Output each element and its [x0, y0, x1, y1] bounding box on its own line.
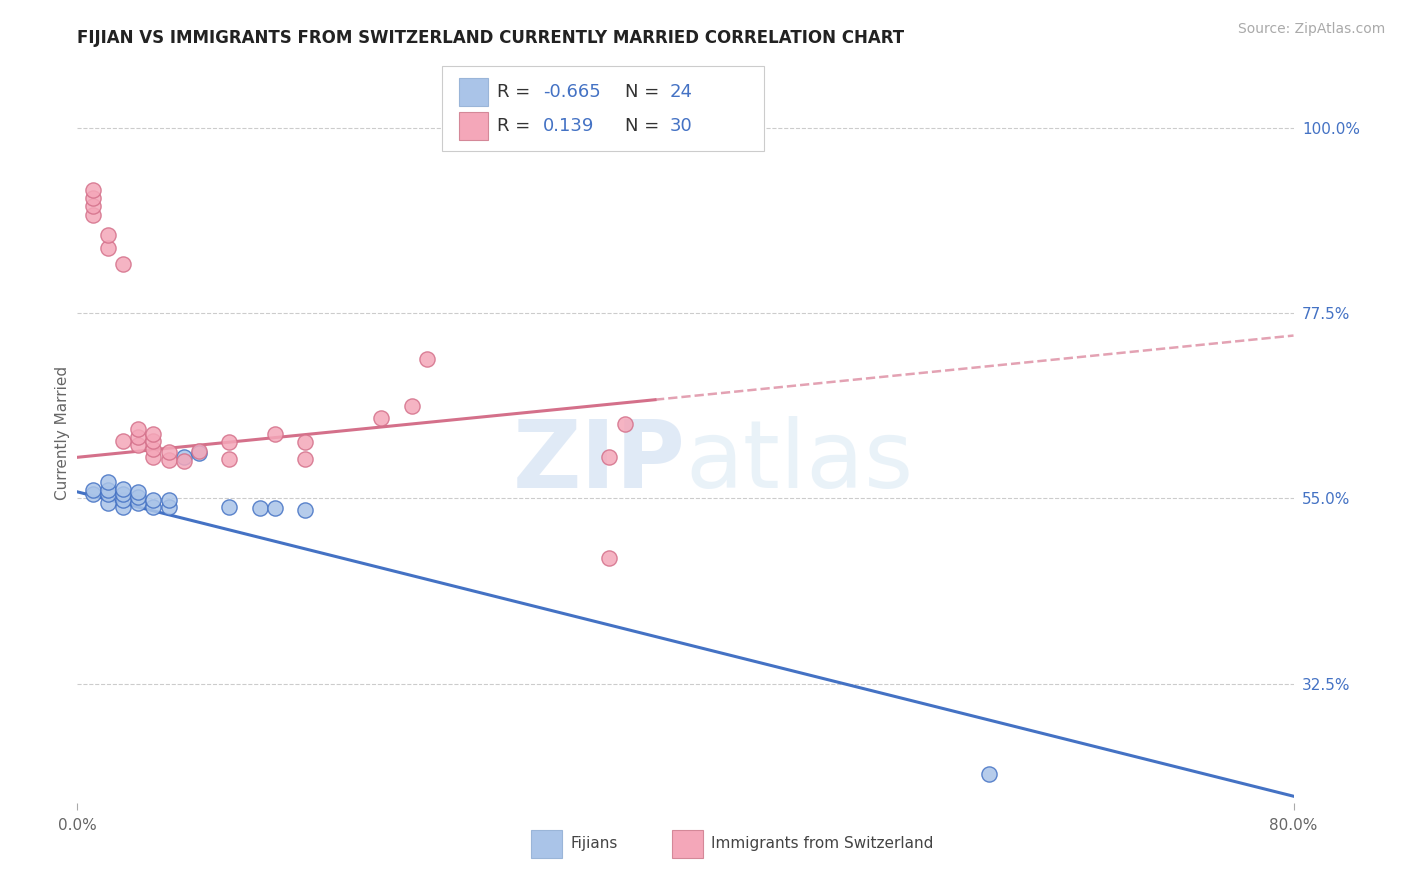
Point	[82, 191, 104, 205]
Point	[127, 490, 149, 504]
Y-axis label: Currently Married: Currently Married	[55, 366, 70, 500]
Point	[82, 483, 104, 498]
Point	[111, 434, 134, 448]
Point	[218, 435, 240, 450]
Point	[598, 550, 620, 565]
Point	[142, 450, 165, 465]
Point	[97, 487, 120, 501]
Point	[416, 351, 439, 366]
Point	[264, 427, 287, 442]
Point	[142, 500, 165, 514]
Text: R =: R =	[496, 83, 536, 101]
Point	[598, 450, 620, 465]
Point	[127, 421, 149, 435]
Point	[370, 410, 392, 425]
FancyBboxPatch shape	[441, 66, 765, 152]
Text: atlas: atlas	[686, 417, 914, 508]
Point	[97, 483, 120, 498]
Text: 24: 24	[669, 83, 693, 101]
Text: 0.139: 0.139	[543, 117, 595, 135]
Point	[218, 452, 240, 467]
Point	[294, 503, 316, 517]
Point	[142, 442, 165, 456]
Point	[111, 482, 134, 496]
Point	[97, 241, 120, 255]
Text: Source: ZipAtlas.com: Source: ZipAtlas.com	[1237, 22, 1385, 37]
Text: R =: R =	[496, 117, 536, 135]
Point	[157, 452, 180, 467]
Text: Fijians: Fijians	[571, 837, 619, 851]
Point	[294, 435, 316, 450]
Point	[111, 493, 134, 508]
Point	[173, 454, 195, 468]
Point	[173, 450, 195, 465]
Point	[82, 183, 104, 197]
Point	[82, 199, 104, 213]
Point	[111, 500, 134, 514]
Point	[188, 443, 211, 458]
Text: Immigrants from Switzerland: Immigrants from Switzerland	[711, 837, 934, 851]
Point	[111, 487, 134, 501]
Point	[127, 438, 149, 452]
FancyBboxPatch shape	[460, 112, 488, 140]
Point	[127, 430, 149, 444]
Point	[97, 228, 120, 243]
FancyBboxPatch shape	[460, 78, 488, 105]
Text: N =: N =	[624, 83, 665, 101]
Point	[188, 446, 211, 460]
Point	[142, 493, 165, 508]
Point	[979, 767, 1001, 781]
Text: -0.665: -0.665	[543, 83, 600, 101]
Text: N =: N =	[624, 117, 665, 135]
Point	[142, 427, 165, 442]
Point	[157, 500, 180, 514]
Point	[82, 487, 104, 501]
Point	[127, 495, 149, 509]
Point	[294, 452, 316, 467]
Point	[264, 501, 287, 516]
Point	[157, 493, 180, 508]
Point	[218, 500, 240, 514]
Text: FIJIAN VS IMMIGRANTS FROM SWITZERLAND CURRENTLY MARRIED CORRELATION CHART: FIJIAN VS IMMIGRANTS FROM SWITZERLAND CU…	[77, 29, 904, 47]
Text: ZIP: ZIP	[513, 417, 686, 508]
Point	[401, 399, 423, 413]
Point	[97, 475, 120, 489]
Point	[142, 434, 165, 448]
Point	[157, 444, 180, 458]
Point	[97, 495, 120, 509]
Point	[127, 484, 149, 499]
Point	[111, 257, 134, 271]
Point	[613, 417, 636, 432]
Point	[249, 501, 271, 516]
Text: 30: 30	[669, 117, 692, 135]
Point	[82, 208, 104, 222]
